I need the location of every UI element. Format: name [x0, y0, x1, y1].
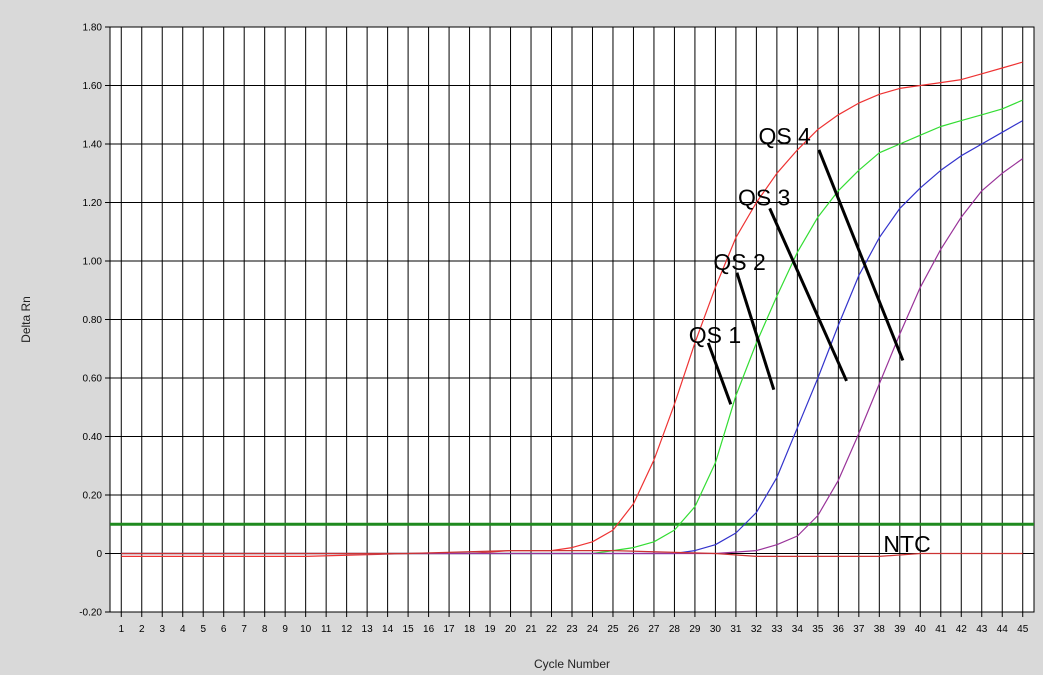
- y-tick-label: 0.40: [83, 432, 103, 443]
- x-tick-label: 21: [525, 624, 537, 635]
- x-tick-label: 19: [484, 624, 496, 635]
- x-tick-label: 27: [648, 624, 660, 635]
- y-tick-label: 1.20: [83, 198, 103, 209]
- y-tick-label: 0.60: [83, 374, 103, 385]
- x-tick-label: 29: [689, 624, 701, 635]
- x-tick-label: 18: [464, 624, 476, 635]
- y-tick-label: 1.00: [83, 257, 103, 268]
- annotation-leader-qs-4: [817, 149, 905, 362]
- annotation-leader-qs-2: [735, 272, 776, 391]
- annotation-label-qs-2: QS 2: [713, 249, 765, 275]
- x-axis-ticks: 1 2 3 4 5 6 7 8 9 10 11 12 13 14 15 16 17 18 19 20 21 22 23 24 2…: [118, 612, 1029, 635]
- x-tick-label: 38: [874, 624, 886, 635]
- x-tick-label: 36: [833, 624, 845, 635]
- x-tick-label: 15: [403, 624, 415, 635]
- x-axis-label: Cycle Number: [534, 657, 610, 671]
- y-tick-label: -0.20: [79, 608, 102, 619]
- annotation-leader-qs-3: [768, 207, 848, 382]
- x-tick-label: 33: [771, 624, 783, 635]
- x-tick-label: 37: [853, 624, 865, 635]
- x-tick-label: 13: [362, 624, 374, 635]
- y-tick-label: 0.80: [83, 315, 103, 326]
- x-tick-label: 16: [423, 624, 435, 635]
- x-tick-label: 11: [321, 624, 332, 635]
- x-tick-label: 31: [730, 624, 742, 635]
- annotation-label-qs-1: QS 1: [689, 322, 741, 348]
- x-tick-label: 40: [915, 624, 927, 635]
- x-tick-label: 14: [382, 624, 394, 635]
- annotation-label-qs-4: QS 4: [758, 123, 811, 149]
- x-tick-label: 17: [444, 624, 456, 635]
- annotations-group: QS 4 QS 3 QS 2 QS 1 NTC: [689, 123, 931, 557]
- x-tick-label: 24: [587, 624, 599, 635]
- x-tick-label: 44: [997, 624, 1009, 635]
- x-tick-label: 25: [607, 624, 619, 635]
- x-tick-label: 3: [159, 624, 165, 635]
- x-tick-label: 45: [1017, 624, 1029, 635]
- x-tick-label: 34: [792, 624, 804, 635]
- x-tick-label: 6: [221, 624, 227, 635]
- annotation-leader-qs-1: [706, 342, 733, 405]
- y-tick-label: 1.80: [83, 23, 103, 34]
- x-tick-label: 26: [628, 624, 640, 635]
- series-line-qs1: [121, 158, 1024, 555]
- x-tick-label: 2: [139, 624, 145, 635]
- y-tick-label: 0.20: [83, 491, 103, 502]
- x-tick-label: 41: [935, 624, 947, 635]
- y-tick-label: 1.60: [83, 81, 103, 92]
- annotation-label-ntc: NTC: [883, 531, 930, 557]
- x-tick-label: 32: [751, 624, 763, 635]
- x-tick-label: 1: [118, 624, 124, 635]
- x-tick-label: 23: [566, 624, 578, 635]
- x-tick-label: 22: [546, 624, 558, 635]
- x-tick-label: 42: [956, 624, 968, 635]
- x-tick-label: 30: [710, 624, 722, 635]
- x-tick-label: 28: [669, 624, 681, 635]
- y-tick-label: 1.40: [83, 140, 103, 151]
- y-tick-label: 0: [96, 549, 102, 560]
- x-tick-label: 39: [894, 624, 906, 635]
- x-tick-label: 35: [812, 624, 824, 635]
- series-line-ntc: [121, 549, 1023, 558]
- annotation-label-qs-3: QS 3: [738, 184, 790, 210]
- x-tick-label: 20: [505, 624, 517, 635]
- x-tick-label: 43: [976, 624, 988, 635]
- x-tick-label: 12: [341, 624, 353, 635]
- y-axis-ticks: 1.80 1.60 1.40 1.20 1.00 0.80 0.60 0.40 0.20 0 -0.…: [79, 23, 110, 619]
- x-tick-label: 7: [241, 624, 247, 635]
- x-tick-label: 9: [282, 624, 288, 635]
- x-tick-label: 4: [180, 624, 186, 635]
- y-axis-label: Delta Rn: [19, 296, 33, 343]
- series-group: [121, 61, 1024, 558]
- x-tick-label: 8: [262, 624, 268, 635]
- x-tick-label: 10: [300, 624, 312, 635]
- x-tick-label: 5: [200, 624, 206, 635]
